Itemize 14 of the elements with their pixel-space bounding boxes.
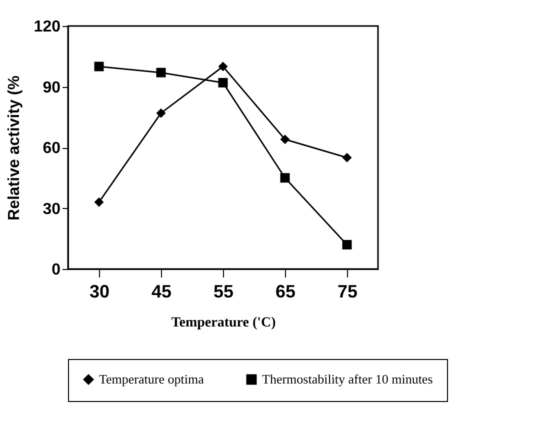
y-tick-label: 90 <box>42 79 61 96</box>
y-tick-label: 30 <box>42 200 61 218</box>
x-tick-label: 55 <box>213 282 234 302</box>
x-tick-label: 45 <box>151 282 172 302</box>
x-axis-title: Temperature ('C) <box>171 316 276 330</box>
x-tick-label: 65 <box>275 282 296 302</box>
y-tick-label: 0 <box>52 262 61 278</box>
legend-label: Thermostability after 10 minutes <box>262 372 433 387</box>
y-tick-label: 60 <box>42 140 61 157</box>
x-tick-label: 30 <box>89 282 110 302</box>
y-axis-title: Relative activity (% <box>6 76 23 220</box>
x-tick-label: 75 <box>337 282 358 302</box>
y-tick-label: 120 <box>34 18 61 36</box>
legend-label: Temperature optima <box>99 372 204 387</box>
